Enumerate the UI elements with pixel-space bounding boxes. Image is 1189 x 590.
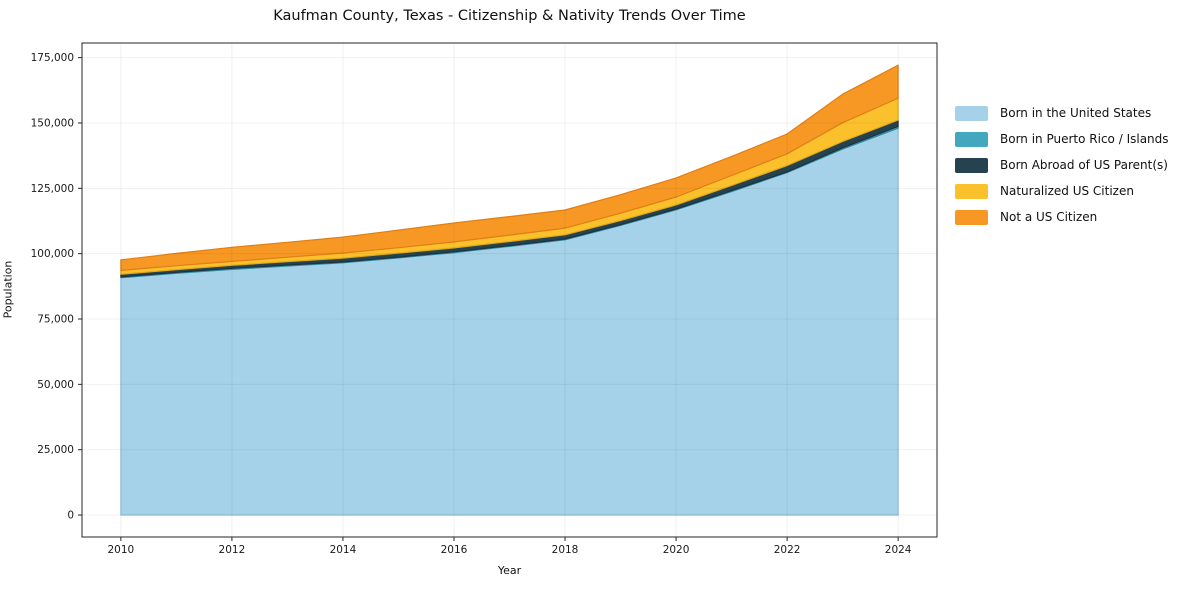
legend-swatch [955,157,988,173]
x-tick-label: 2020 [663,544,690,556]
legend-label: Born in the United States [1000,106,1152,120]
legend: Born in the United States Born in Puerto … [955,100,1169,230]
x-axis-label: Year [497,564,522,577]
legend-item: Not a US Citizen [955,204,1169,230]
legend-item: Born in Puerto Rico / Islands [955,126,1169,152]
legend-swatch [955,131,988,147]
y-tick-label: 0 [67,510,74,522]
legend-item: Born in the United States [955,100,1169,126]
legend-label: Born in Puerto Rico / Islands [1000,132,1169,146]
legend-label: Naturalized US Citizen [1000,184,1134,198]
area-series [120,64,899,271]
legend-label: Born Abroad of US Parent(s) [1000,158,1168,172]
x-tick-label: 2022 [774,544,801,556]
legend-item: Born Abroad of US Parent(s) [955,152,1169,178]
x-tick-label: 2010 [107,544,134,556]
y-tick-label: 100,000 [31,248,74,260]
x-tick-label: 2014 [330,544,357,556]
x-tick-label: 2018 [552,544,579,556]
legend-swatch [955,183,988,199]
x-tick-label: 2024 [885,544,912,556]
y-tick-label: 75,000 [37,314,74,326]
legend-swatch [955,105,988,121]
legend-label: Not a US Citizen [1000,210,1098,224]
y-tick-label: 175,000 [31,52,74,64]
y-tick-label: 125,000 [31,183,74,195]
plot-border [81,42,938,538]
x-tick-label: 2012 [219,544,246,556]
legend-swatch [955,209,988,225]
y-tick-label: 150,000 [31,117,74,129]
x-tick-label: 2016 [441,544,468,556]
legend-item: Naturalized US Citizen [955,178,1169,204]
y-tick-label: 25,000 [37,444,74,456]
y-axis-label: Population [1,260,15,319]
area-series [120,127,899,516]
chart-title: Kaufman County, Texas - Citizenship & Na… [273,8,746,24]
y-tick-label: 50,000 [37,379,74,391]
